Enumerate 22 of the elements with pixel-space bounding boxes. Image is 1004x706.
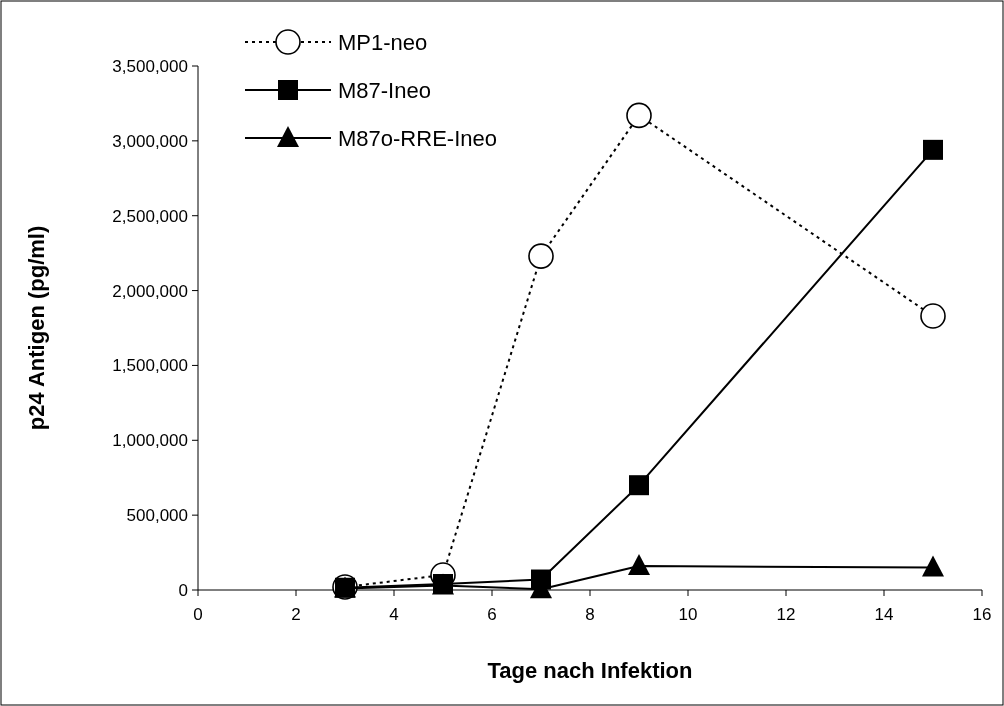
legend-label: MP1-neo: [338, 29, 428, 55]
x-axis-title: Tage nach Infektion: [487, 658, 693, 683]
y-tick-label: 3,500,000: [112, 56, 188, 76]
x-tick-label: 2: [291, 605, 301, 624]
x-tick-label: 16: [972, 605, 992, 624]
x-tick-label: 14: [874, 605, 894, 624]
legend-label: M87-Ineo: [338, 77, 431, 103]
y-tick-label: 1,500,000: [112, 356, 188, 376]
y-tick-label: 2,000,000: [112, 281, 188, 301]
x-tick-label: 10: [678, 605, 698, 624]
x-tick-label: 4: [389, 605, 399, 624]
y-tick-label: 0: [178, 580, 188, 600]
legend-label: M87o-RRE-Ineo: [338, 125, 497, 151]
y-tick-label: 2,500,000: [112, 206, 188, 226]
y-tick-label: 500,000: [126, 506, 188, 526]
x-tick-label: 0: [193, 605, 203, 624]
x-tick-label: 6: [487, 605, 497, 624]
x-tick-label: 12: [776, 605, 796, 624]
y-tick-label: 3,000,000: [112, 131, 188, 151]
x-tick-label: 8: [585, 605, 595, 624]
y-axis-title: p24 Antigen (pg/ml): [24, 225, 49, 431]
y-tick-label: 1,000,000: [112, 431, 188, 451]
